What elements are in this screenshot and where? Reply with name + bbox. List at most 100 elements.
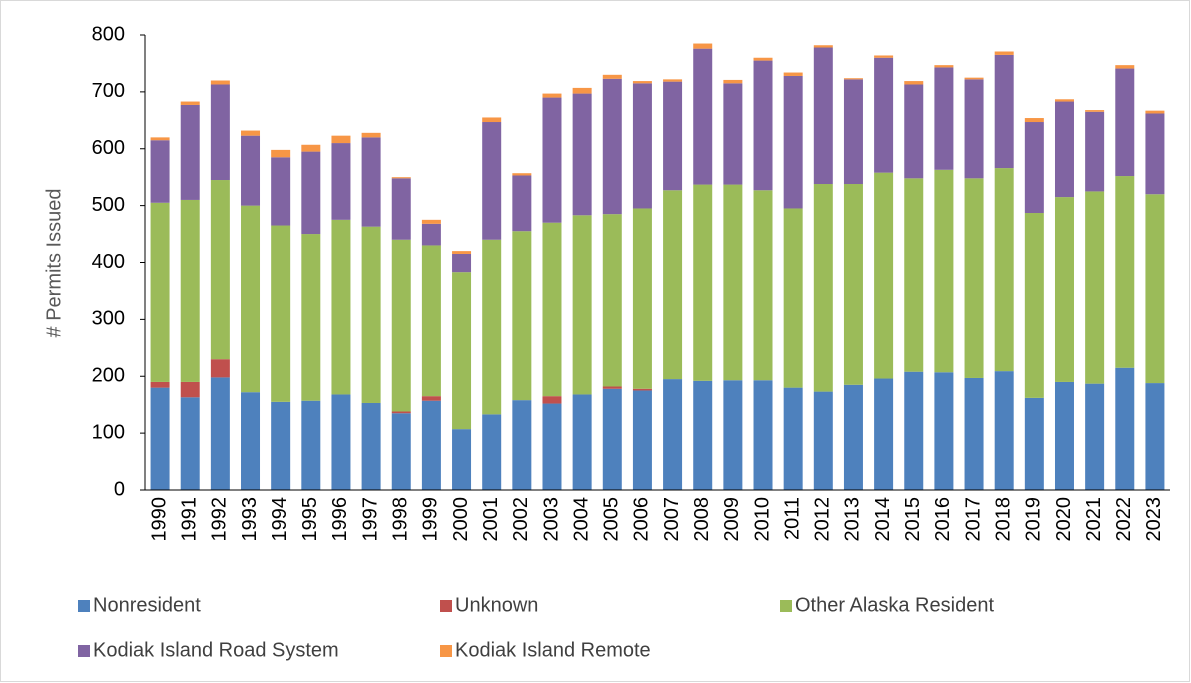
bar-segment xyxy=(301,234,321,401)
bar-segment xyxy=(331,394,351,490)
bar-segment xyxy=(1054,381,1074,490)
x-tick-label: 2012 xyxy=(812,497,834,542)
bar-segment xyxy=(361,402,381,490)
bar-segment xyxy=(301,144,321,152)
bar-segment xyxy=(542,396,562,404)
bar-segment xyxy=(150,387,170,490)
bar-segment xyxy=(542,93,562,98)
bar-segment xyxy=(301,151,321,235)
bar-segment xyxy=(391,239,411,412)
bar-segment xyxy=(572,394,592,490)
bar-segment xyxy=(180,104,200,200)
bar-segment xyxy=(783,387,803,490)
x-tick-label: 2014 xyxy=(872,497,894,542)
bar-segment xyxy=(482,122,502,240)
bar-segment xyxy=(994,51,1014,55)
bar-segment xyxy=(241,205,261,393)
bar-segment xyxy=(602,214,622,387)
x-tick-label: 1996 xyxy=(329,497,351,542)
bar-segment xyxy=(1024,122,1044,214)
bar-segment xyxy=(1085,191,1105,384)
bar-segment xyxy=(512,173,532,176)
bar-segment xyxy=(904,178,924,372)
bar-segment xyxy=(964,77,984,80)
bar-segment xyxy=(1024,213,1044,398)
bar-segment xyxy=(331,135,351,144)
bar-segment xyxy=(452,253,472,273)
bar-segment xyxy=(1115,65,1135,69)
x-tick-label: 1999 xyxy=(420,497,442,542)
legend-swatch xyxy=(440,600,452,612)
bar-segment xyxy=(934,65,954,68)
bar-segment xyxy=(542,403,562,490)
bar-segment xyxy=(602,74,622,79)
x-tick-label: 2020 xyxy=(1053,497,1075,542)
bar-segment xyxy=(1054,101,1074,198)
bar-segment xyxy=(632,83,652,209)
bar-segment xyxy=(813,184,833,392)
bar-segment xyxy=(994,371,1014,490)
x-tick-label: 2011 xyxy=(781,497,803,540)
bar-segment xyxy=(361,226,381,403)
bar-segment xyxy=(361,137,381,227)
x-tick-label: 2005 xyxy=(601,497,623,542)
bar-segment xyxy=(180,381,200,398)
bar-segment xyxy=(663,379,683,490)
bar-segment xyxy=(210,180,230,360)
bar-segment xyxy=(572,87,592,94)
bar-segment xyxy=(1145,194,1165,384)
bar-segment xyxy=(391,177,411,179)
bar-segment xyxy=(753,57,773,61)
bar-segment xyxy=(934,169,954,373)
bar-segment xyxy=(452,251,472,254)
bar-segment xyxy=(421,223,441,246)
bar-segment xyxy=(904,84,924,179)
bar-segment xyxy=(1115,367,1135,490)
bar-segment xyxy=(1145,110,1165,114)
bar-segment xyxy=(361,132,381,138)
bar-segment xyxy=(150,381,170,388)
legend-swatch xyxy=(78,645,90,657)
bar-segment xyxy=(1145,383,1165,490)
x-tick-label: 1997 xyxy=(359,497,381,542)
x-tick-label: 1990 xyxy=(148,497,170,542)
x-tick-label: 2022 xyxy=(1113,497,1135,542)
bar-segment xyxy=(241,392,261,490)
bar-segment xyxy=(1024,118,1044,123)
x-tick-label: 2017 xyxy=(962,497,984,542)
x-tick-label: 2019 xyxy=(1023,497,1045,542)
bar-segment xyxy=(271,149,291,158)
bar-segment xyxy=(934,372,954,490)
bar-segment xyxy=(783,75,803,209)
bar-segment xyxy=(602,386,622,389)
x-tick-label: 2000 xyxy=(450,497,472,542)
bar-segment xyxy=(964,178,984,378)
bar-segment xyxy=(241,130,261,136)
bar-segment xyxy=(150,137,170,141)
bar-segment xyxy=(1054,99,1074,102)
bar-segment xyxy=(421,219,441,224)
y-tick-label: 400 xyxy=(92,251,125,273)
x-tick-label: 2002 xyxy=(510,497,532,542)
bar-segment xyxy=(512,231,532,401)
bar-segment xyxy=(572,93,592,216)
bar-segment xyxy=(843,79,863,185)
x-tick-label: 2015 xyxy=(902,497,924,542)
x-tick-label: 1992 xyxy=(209,497,231,542)
bar-segment xyxy=(1024,397,1044,490)
bar-segment xyxy=(391,413,411,490)
bar-segment xyxy=(843,384,863,490)
x-tick-label: 2001 xyxy=(480,497,502,542)
bar-segment xyxy=(723,184,743,381)
bar-segment xyxy=(482,117,502,123)
bar-segment xyxy=(783,72,803,76)
bar-segment xyxy=(1115,68,1135,177)
bar-segment xyxy=(1054,197,1074,382)
bar-segment xyxy=(874,57,894,173)
bar-segment xyxy=(904,371,924,490)
x-tick-label: 1993 xyxy=(239,497,261,542)
bar-segment xyxy=(843,184,863,385)
bar-segment xyxy=(753,190,773,381)
bar-segment xyxy=(964,79,984,179)
